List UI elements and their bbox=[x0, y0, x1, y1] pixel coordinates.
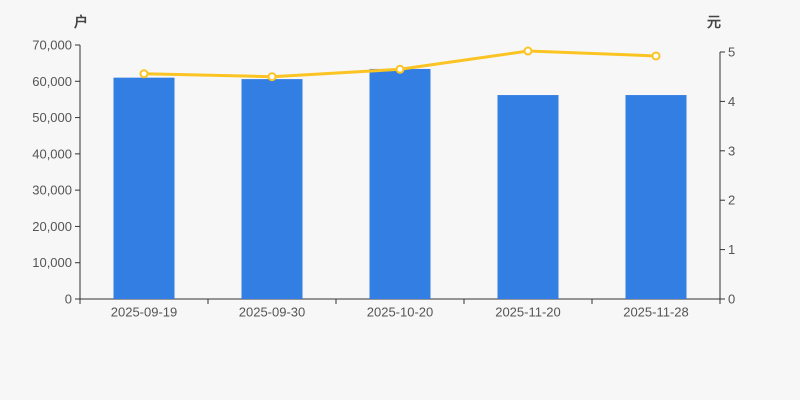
right-axis-tick-label: 1 bbox=[728, 242, 735, 257]
left-axis-tick-label: 20,000 bbox=[32, 219, 72, 234]
x-axis-category-label: 2025-11-28 bbox=[623, 305, 689, 320]
line-marker bbox=[267, 72, 277, 82]
line-marker bbox=[523, 46, 533, 56]
x-axis-category-label: 2025-09-19 bbox=[111, 305, 178, 320]
left-axis-tick-label: 60,000 bbox=[32, 74, 72, 89]
right-axis-unit-label: 元 bbox=[707, 14, 721, 30]
right-axis-tick-label: 2 bbox=[728, 193, 735, 208]
bar bbox=[497, 95, 559, 300]
line-marker bbox=[395, 64, 405, 74]
bar bbox=[241, 79, 303, 299]
left-axis-tick-label: 50,000 bbox=[32, 110, 72, 125]
left-axis-tick-label: 70,000 bbox=[32, 38, 72, 53]
right-axis-tick-label: 5 bbox=[728, 45, 735, 60]
left-axis-tick-label: 30,000 bbox=[32, 183, 72, 198]
x-axis-category-label: 2025-09-30 bbox=[239, 305, 306, 320]
right-axis-tick-label: 4 bbox=[728, 94, 735, 109]
line-marker bbox=[139, 69, 149, 79]
x-axis-category-label: 2025-11-20 bbox=[495, 305, 561, 320]
bar bbox=[625, 95, 687, 300]
left-axis-tick-label: 10,000 bbox=[32, 255, 72, 270]
left-axis-tick-label: 0 bbox=[65, 292, 72, 307]
x-axis-category-label: 2025-10-20 bbox=[367, 305, 434, 320]
right-axis-tick-label: 3 bbox=[728, 143, 735, 158]
right-axis-tick-label: 0 bbox=[728, 292, 735, 307]
bar bbox=[369, 68, 431, 299]
left-axis-tick-label: 40,000 bbox=[32, 146, 72, 161]
bar bbox=[113, 77, 175, 300]
left-axis-unit-label: 户 bbox=[74, 14, 88, 30]
line-marker bbox=[651, 51, 661, 61]
